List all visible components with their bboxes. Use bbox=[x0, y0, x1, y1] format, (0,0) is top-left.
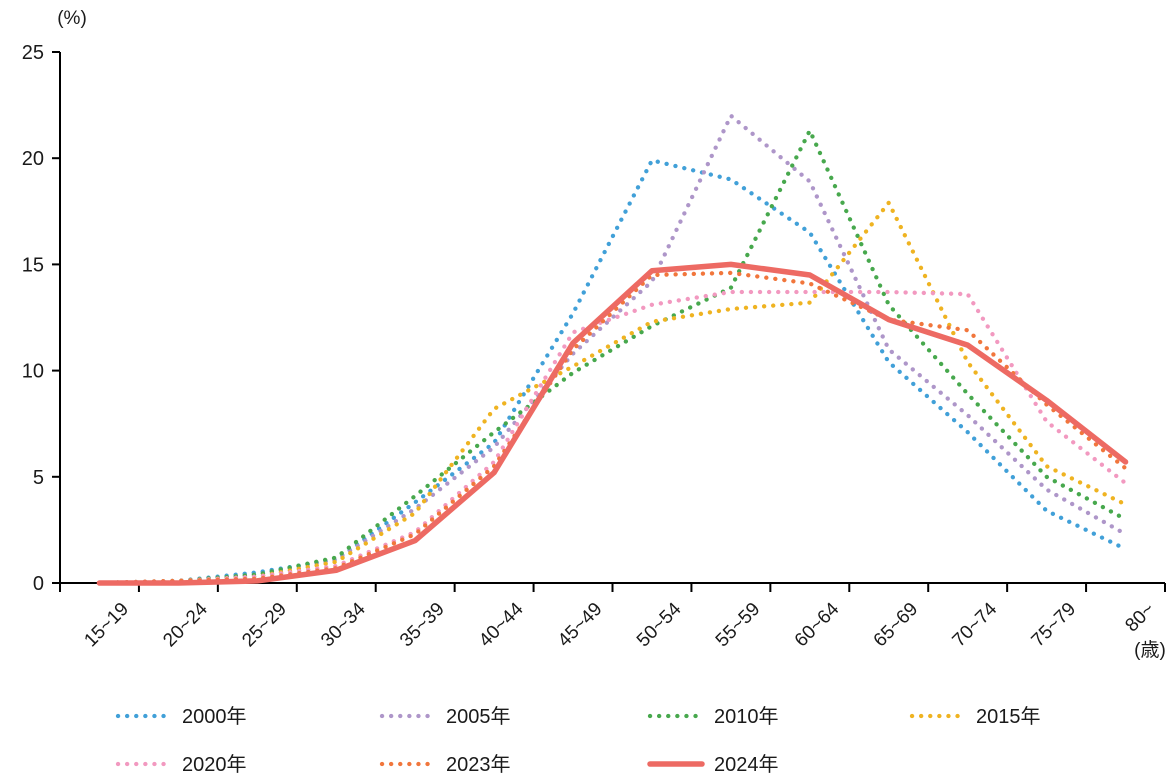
y-tick-label: 15 bbox=[22, 254, 44, 276]
legend-item-2024年: 2024年 bbox=[647, 753, 779, 776]
series-line-2010年 bbox=[97, 128, 1128, 586]
legend-label-2015年: 2015年 bbox=[976, 705, 1041, 728]
y-tick-label: 25 bbox=[22, 42, 44, 64]
x-category-label: 55~59 bbox=[712, 599, 765, 652]
y-tick-label: 20 bbox=[22, 148, 44, 170]
legend-item-2005年: 2005年 bbox=[379, 705, 511, 728]
legend-item-2020年: 2020年 bbox=[115, 753, 247, 776]
y-tick-label: 5 bbox=[33, 467, 44, 489]
y-axis-unit-label: (%) bbox=[57, 8, 87, 29]
x-category-label: 40~44 bbox=[475, 598, 528, 651]
x-category-label: 65~69 bbox=[870, 599, 923, 652]
legend-label-2020年: 2020年 bbox=[182, 753, 247, 776]
legend-label-2005年: 2005年 bbox=[446, 705, 511, 728]
x-category-label: 75~79 bbox=[1028, 599, 1081, 652]
x-category-label: 45~49 bbox=[554, 599, 607, 652]
series-line-2000年 bbox=[97, 158, 1128, 586]
legend-item-2015年: 2015年 bbox=[909, 705, 1041, 728]
x-category-label: 35~39 bbox=[396, 599, 449, 652]
series-line-2020年 bbox=[97, 289, 1128, 586]
series-line-2024年 bbox=[96, 261, 1129, 586]
x-axis-unit-label: (歳) bbox=[1134, 639, 1166, 661]
legend-label-2024年: 2024年 bbox=[714, 753, 779, 776]
legend-label-2010年: 2010年 bbox=[714, 705, 779, 728]
x-category-label: 15~19 bbox=[80, 599, 133, 652]
legend-item-2023年: 2023年 bbox=[379, 753, 511, 776]
y-tick-label: 10 bbox=[22, 361, 44, 383]
legend-item-2000年: 2000年 bbox=[115, 705, 247, 728]
x-category-label: 60~64 bbox=[791, 598, 844, 651]
series-line-2023年 bbox=[97, 270, 1128, 586]
y-tick-label: 0 bbox=[33, 573, 44, 595]
x-category-label: 70~74 bbox=[949, 598, 1002, 651]
legend-item-2010年: 2010年 bbox=[647, 705, 779, 728]
x-category-label: 25~29 bbox=[238, 599, 291, 652]
x-category-label: 80~ bbox=[1121, 599, 1159, 637]
legend-label-2000年: 2000年 bbox=[182, 705, 247, 728]
x-category-label: 30~34 bbox=[317, 598, 370, 651]
x-category-label: 50~54 bbox=[633, 598, 686, 651]
series-line-2015年 bbox=[97, 200, 1128, 586]
x-category-label: 20~24 bbox=[159, 598, 212, 651]
legend-label-2023年: 2023年 bbox=[446, 753, 511, 776]
